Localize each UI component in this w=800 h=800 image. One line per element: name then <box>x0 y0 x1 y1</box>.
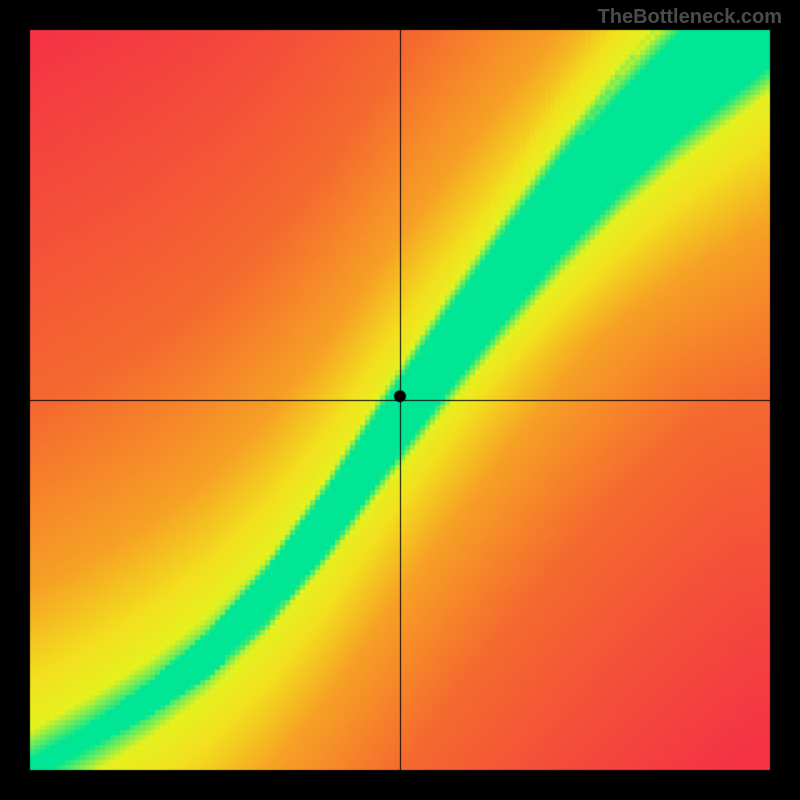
bottleneck-heatmap <box>0 0 800 800</box>
chart-container: TheBottleneck.com <box>0 0 800 800</box>
watermark-text: TheBottleneck.com <box>598 6 782 29</box>
